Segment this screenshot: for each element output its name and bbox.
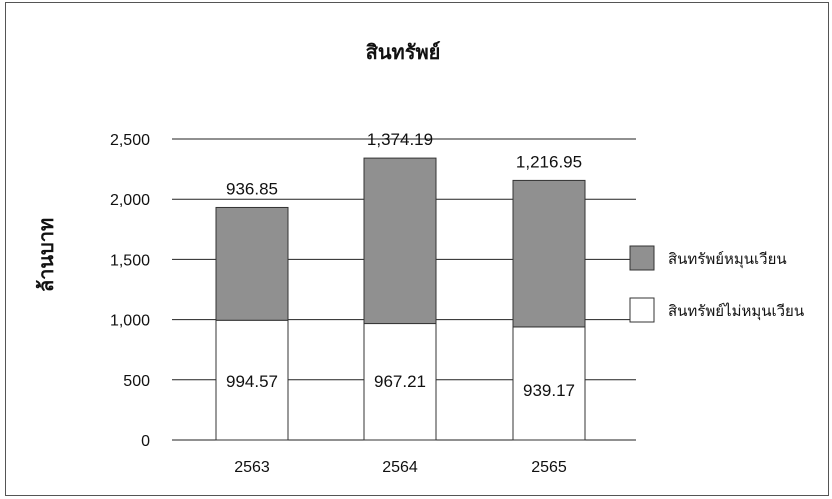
bar-segment	[215, 206, 289, 321]
y-tick-label: 0	[141, 433, 150, 450]
y-axis-label: ล้านบาท	[34, 218, 58, 292]
label-backing	[224, 372, 280, 391]
y-tick-label: 2,000	[110, 192, 150, 209]
legend-label: สินทรัพย์ไม่หมุนเวียน	[668, 302, 804, 321]
data-labels: 994.57 936.85 967.21 1,374.19 939.17 1,216.95	[224, 130, 582, 400]
x-tick-label: 2564	[382, 459, 418, 476]
data-label-current: 1,216.95	[516, 152, 582, 171]
data-label-current: 1,374.19	[367, 130, 433, 149]
y-tick-label: 500	[123, 373, 150, 390]
data-label-noncurrent: 994.57	[226, 372, 278, 391]
label-backing	[521, 381, 577, 400]
bar-segment	[363, 157, 437, 325]
label-backing	[372, 372, 428, 391]
bars	[215, 157, 586, 441]
x-tick-label: 2563	[234, 459, 270, 476]
data-label-noncurrent: 967.21	[374, 372, 426, 391]
data-label-current: 936.85	[226, 179, 278, 198]
data-label-noncurrent: 939.17	[523, 381, 575, 400]
y-tick-label: 1,500	[110, 252, 150, 269]
y-tick-label: 1,000	[110, 313, 150, 330]
x-tick-label: 2565	[531, 459, 567, 476]
legend-swatch	[629, 297, 655, 323]
y-tick-label: 2,500	[110, 132, 150, 149]
x-axis-ticks: 2563 2564 2565	[234, 459, 567, 476]
chart-title: สินทรัพย์	[366, 40, 441, 64]
legend-label: สินทรัพย์หมุนเวียน	[668, 250, 787, 269]
bar-segment	[512, 179, 586, 328]
legend-swatch	[629, 245, 655, 271]
legend: สินทรัพย์หมุนเวียนสินทรัพย์ไม่หมุนเวียน	[629, 245, 804, 323]
y-axis-ticks: 0 500 1,000 1,500 2,000 2,500	[110, 132, 150, 450]
